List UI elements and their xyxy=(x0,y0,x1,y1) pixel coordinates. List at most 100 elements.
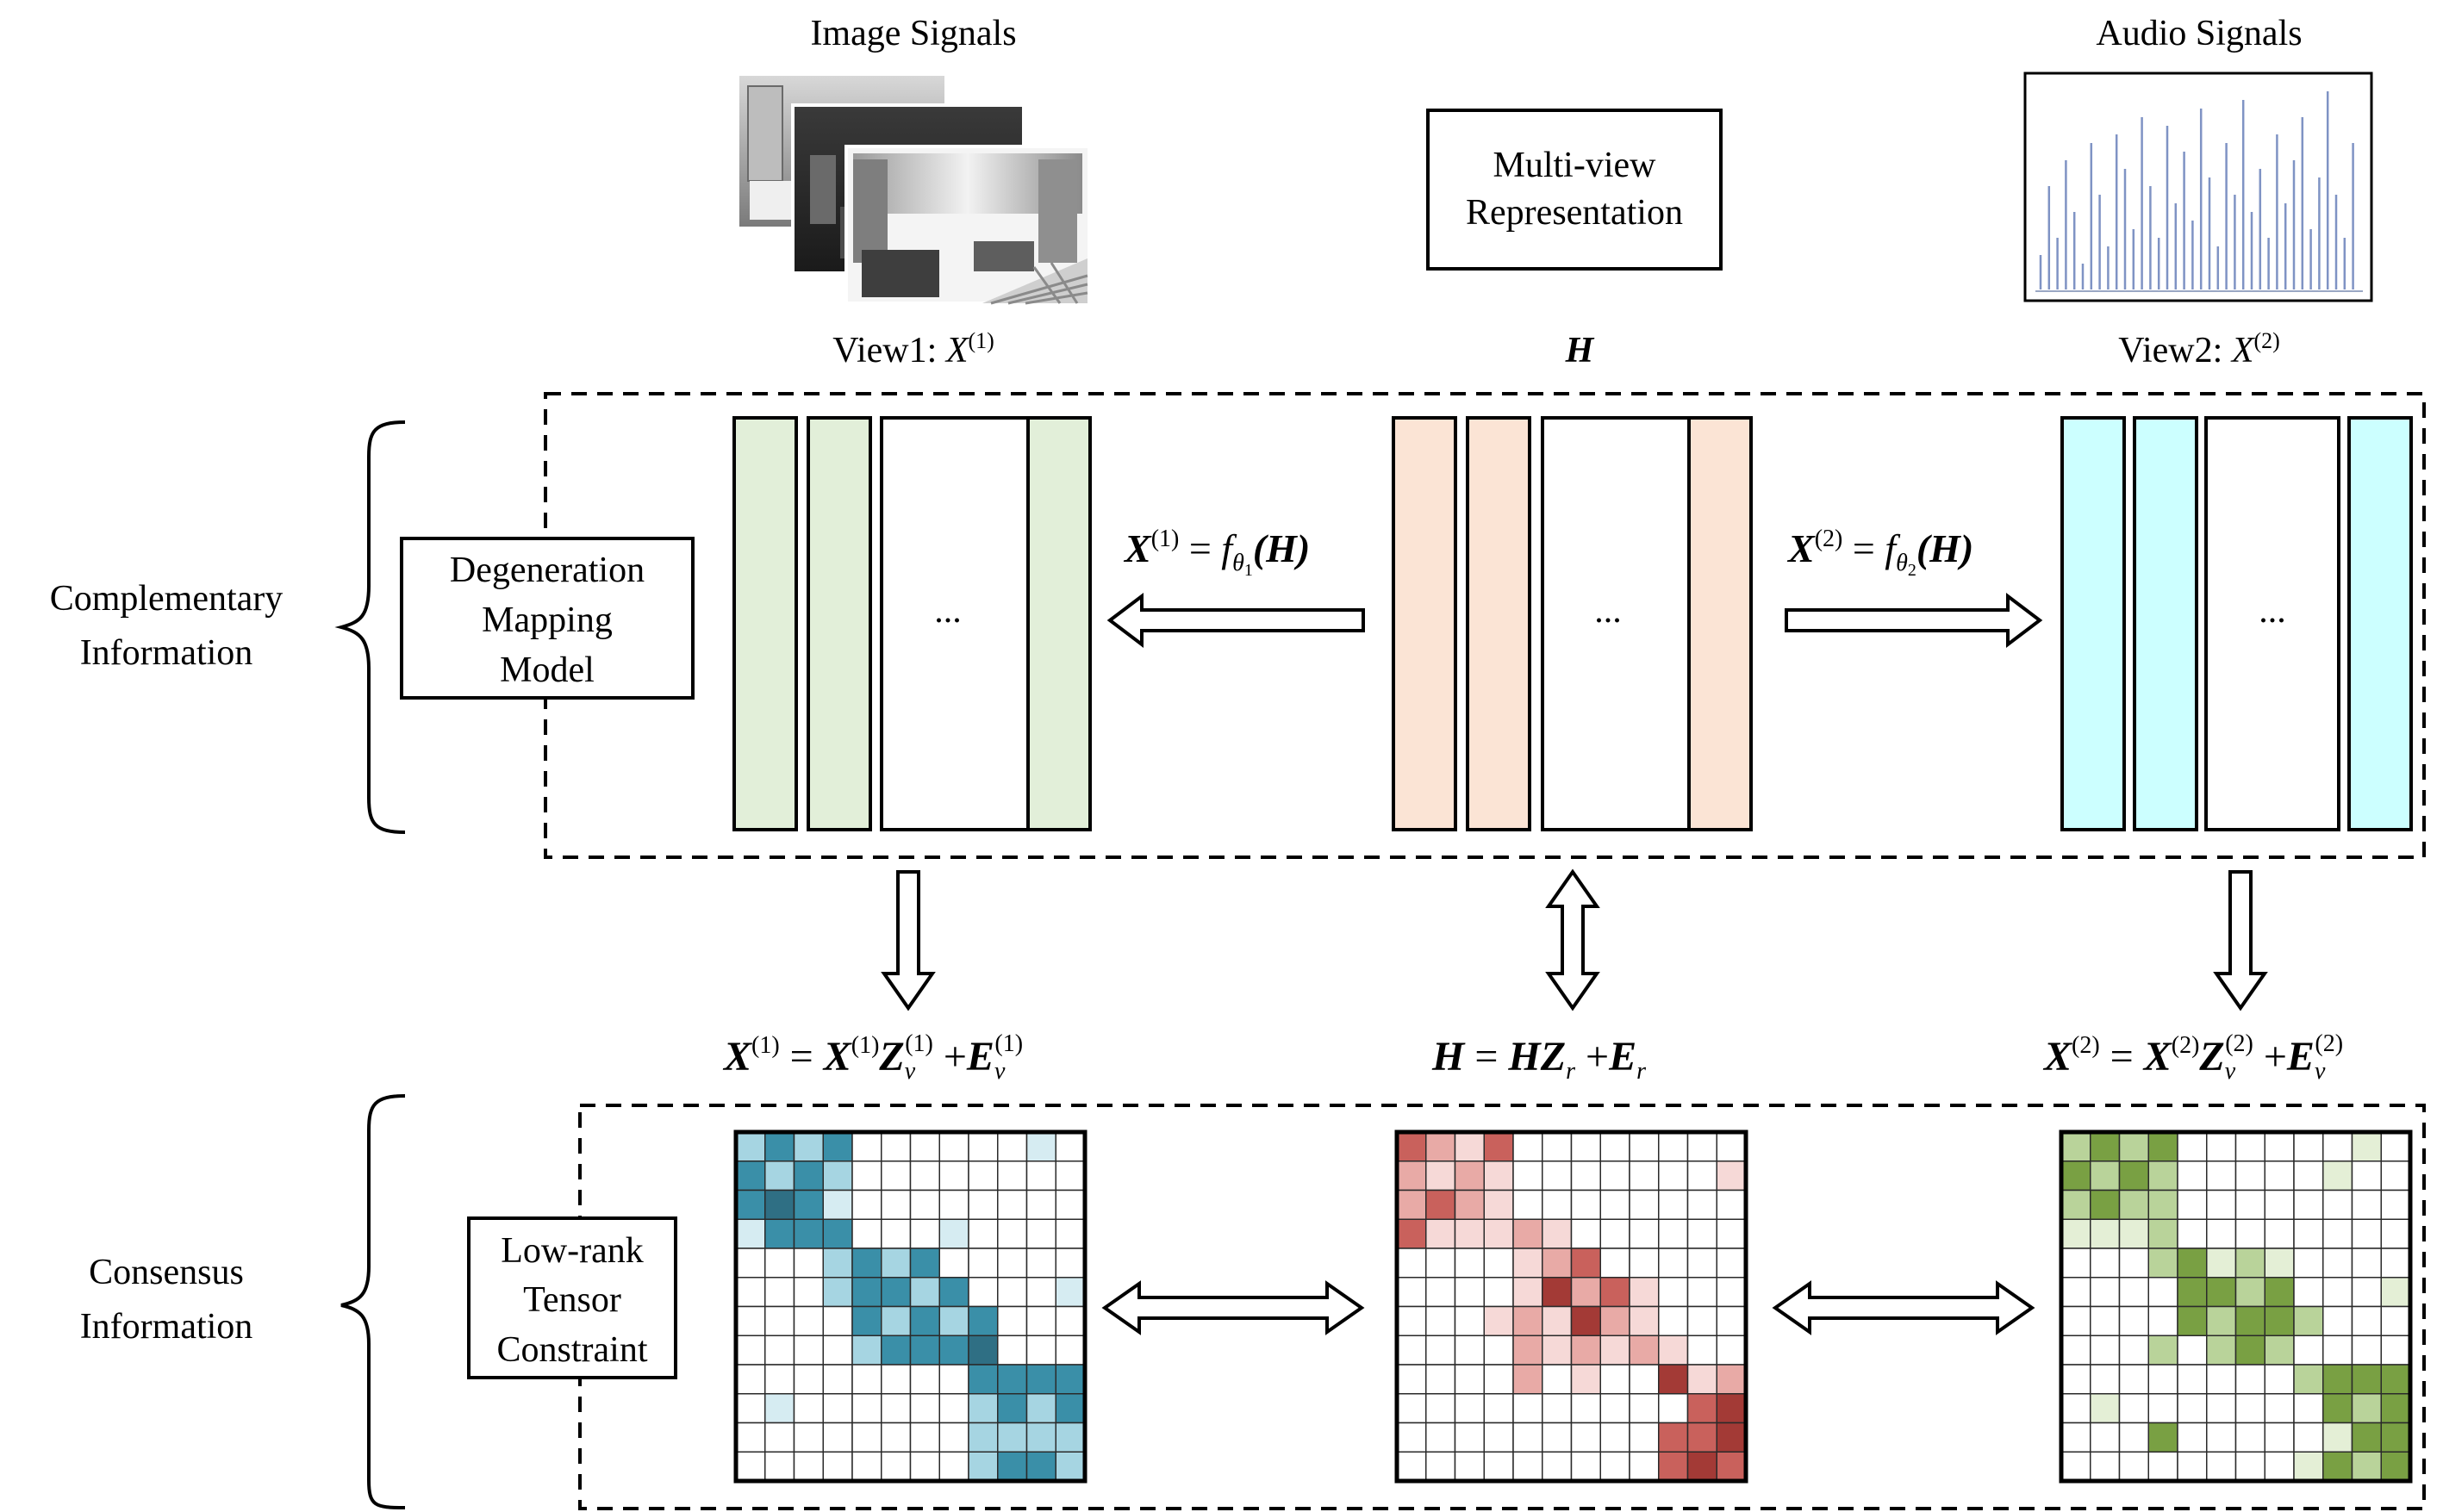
matrix-cell xyxy=(1483,1305,1514,1336)
multiview-representation-box: Multi-view Representation xyxy=(1426,109,1723,271)
matrix-cell xyxy=(1629,1248,1660,1279)
matrix-cell xyxy=(2206,1277,2237,1308)
matrix-cell xyxy=(2293,1248,2324,1279)
h-label: H xyxy=(1565,331,1595,370)
matrix-cell xyxy=(1512,1248,1543,1279)
matrix-cell xyxy=(968,1248,999,1279)
matrix-cell xyxy=(2177,1451,2208,1482)
matrix-cell xyxy=(2177,1305,2208,1336)
matrix-cell xyxy=(1025,1248,1056,1279)
matrix-cell xyxy=(764,1335,795,1366)
matrix-cell xyxy=(2264,1364,2295,1395)
matrix-cell xyxy=(793,1393,824,1424)
matrix-cell xyxy=(822,1422,853,1453)
matrix-cell xyxy=(938,1277,969,1308)
matrix-cell xyxy=(1025,1451,1056,1482)
matrix-cell xyxy=(1599,1218,1630,1249)
matrix-cell xyxy=(1483,1393,1514,1424)
matrix-cell xyxy=(881,1335,912,1366)
matrix-cell xyxy=(1542,1218,1573,1249)
matrix-cell xyxy=(938,1451,969,1482)
matrix-cell xyxy=(1658,1277,1689,1308)
matrix-cell xyxy=(938,1218,969,1249)
matrix-cell xyxy=(1454,1218,1485,1249)
matrix-cell xyxy=(2060,1335,2091,1366)
matrix-cell xyxy=(2147,1451,2178,1482)
matrix-cell xyxy=(2060,1131,2091,1162)
audio-signal-plot xyxy=(2023,72,2373,302)
matrix-cell xyxy=(1686,1451,1717,1482)
matrix-cell xyxy=(2118,1277,2149,1308)
matrix-cell xyxy=(1542,1393,1573,1424)
matrix-cell xyxy=(2293,1160,2324,1192)
matrix-cell xyxy=(1483,1364,1514,1395)
matrix-cell xyxy=(1542,1335,1573,1366)
matrix-cell xyxy=(997,1422,1028,1453)
matrix-cell xyxy=(2206,1248,2237,1279)
matrix-cell xyxy=(2380,1305,2411,1336)
matrix-cell xyxy=(2380,1335,2411,1366)
matrix-cell xyxy=(1454,1335,1485,1366)
matrix-cell xyxy=(997,1189,1028,1220)
matrix-cell xyxy=(1512,1189,1543,1220)
matrix-cell xyxy=(1629,1131,1660,1162)
matrix-cell xyxy=(735,1218,766,1249)
matrix-cell xyxy=(2322,1335,2353,1366)
matrix-cell xyxy=(822,1364,853,1395)
matrix-cell xyxy=(938,1305,969,1336)
matrix-cell xyxy=(1512,1364,1543,1395)
matrix-cell xyxy=(2234,1248,2265,1279)
matrix-cell xyxy=(1055,1364,1086,1395)
matrix-cell xyxy=(1025,1305,1056,1336)
matrix-cell xyxy=(2322,1248,2353,1279)
affinity-matrix-view2 xyxy=(2059,1129,2413,1484)
matrix-cell xyxy=(1425,1422,1456,1453)
matrix-cell xyxy=(2060,1160,2091,1192)
matrix-cell xyxy=(1629,1218,1660,1249)
matrix-cell xyxy=(2090,1131,2121,1162)
matrix-cell xyxy=(2264,1277,2295,1308)
matrix-cell xyxy=(909,1160,940,1192)
matrix-cell xyxy=(851,1189,882,1220)
mapping-equation-view2: X(2) = fθ2(H) xyxy=(1786,526,1973,580)
arrow-view2-down xyxy=(2213,870,2268,1011)
matrix-cell xyxy=(1396,1189,1427,1220)
matrix-cell xyxy=(997,1335,1028,1366)
matrix-cell xyxy=(909,1277,940,1308)
matrix-cell xyxy=(1396,1218,1427,1249)
matrix-cell xyxy=(2234,1189,2265,1220)
matrix-cell xyxy=(2293,1131,2324,1162)
matrix-cell xyxy=(1570,1335,1601,1366)
audio-signals-title: Audio Signals xyxy=(2096,14,2302,53)
matrix-cell xyxy=(1055,1422,1086,1453)
matrix-cell xyxy=(2090,1335,2121,1366)
room-photo-3 xyxy=(844,145,1091,305)
matrix-cell xyxy=(793,1248,824,1279)
matrix-cell xyxy=(1425,1451,1456,1482)
matrix-cell xyxy=(2177,1277,2208,1308)
matrix-cell xyxy=(1425,1393,1456,1424)
matrix-cell xyxy=(2264,1189,2295,1220)
matrix-cell xyxy=(1483,1189,1514,1220)
matrix-cell xyxy=(2118,1189,2149,1220)
complementary-brace xyxy=(334,420,406,834)
matrix-cell xyxy=(1396,1131,1427,1162)
matrix-cell xyxy=(1396,1451,1427,1482)
matrix-cell xyxy=(1658,1393,1689,1424)
matrix-cell xyxy=(2234,1364,2265,1395)
matrix-cell xyxy=(2060,1364,2091,1395)
matrix-cell xyxy=(2090,1305,2121,1336)
matrix-cell xyxy=(938,1335,969,1366)
matrix-cell xyxy=(1716,1305,1747,1336)
matrix-cell xyxy=(2293,1305,2324,1336)
matrix-cell xyxy=(2206,1218,2237,1249)
matrix-cell xyxy=(1454,1305,1485,1336)
matrix-cell xyxy=(938,1248,969,1279)
matrix-cell xyxy=(2351,1364,2382,1395)
matrix-cell xyxy=(909,1305,940,1336)
matrix-cell xyxy=(1629,1305,1660,1336)
matrix-cell xyxy=(2264,1160,2295,1192)
matrix-cell xyxy=(2380,1131,2411,1162)
matrix-cell xyxy=(997,1364,1028,1395)
matrix-cell xyxy=(2380,1393,2411,1424)
